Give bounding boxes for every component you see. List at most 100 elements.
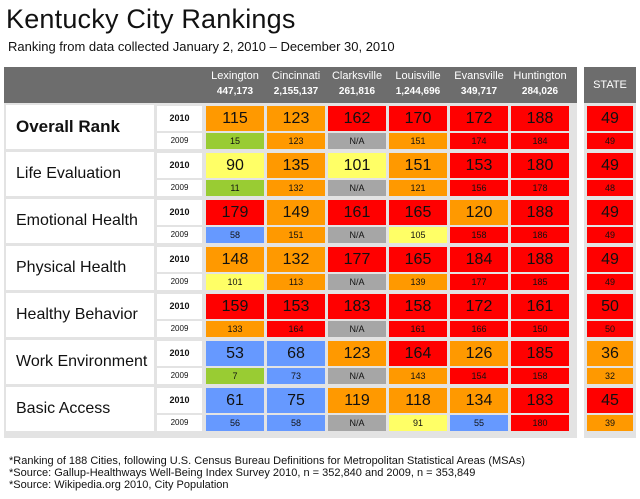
state-rank-2009: 32 (587, 368, 633, 384)
city-name: Huntington (513, 70, 567, 82)
rank-cell-2010: 120 (450, 200, 508, 225)
rank-cell-2010: 151 (389, 153, 447, 178)
rank-cell-2010: 148 (206, 247, 264, 272)
rank-cell-2010: 153 (450, 153, 508, 178)
footnote-source-population: *Source: Wikipedia.org 2010, City Popula… (9, 479, 229, 491)
category-label-emotional-health: Emotional Health (6, 199, 154, 243)
rank-cell-2010: 183 (511, 388, 569, 413)
rank-cell-2010: 161 (328, 200, 386, 225)
rank-cell-2009: 73 (267, 368, 325, 384)
page-title: Kentucky City Rankings (6, 4, 296, 34)
rank-cell-2009: 58 (267, 415, 325, 431)
year-label-previous: 2009 (157, 321, 202, 337)
state-rank-2009: 49 (587, 274, 633, 290)
rank-cell-2009: 143 (389, 368, 447, 384)
rank-cell-2010: 179 (206, 200, 264, 225)
state-rank-2009: 48 (587, 180, 633, 196)
rank-cell-2010: 53 (206, 341, 264, 366)
year-label-previous: 2009 (157, 368, 202, 384)
rank-cell-2009: 7 (206, 368, 264, 384)
rank-cell-2009: 139 (389, 274, 447, 290)
footnote-ranking: *Ranking of 188 Cities, following U.S. C… (9, 455, 526, 467)
rank-cell-2009: 56 (206, 415, 264, 431)
rank-cell-2010: 149 (267, 200, 325, 225)
rank-cell-2009: 161 (389, 321, 447, 337)
rank-cell-2009: 151 (389, 133, 447, 149)
rank-cell-2009: 91 (389, 415, 447, 431)
city-population: 284,026 (521, 86, 559, 97)
city-name: Lexington (211, 70, 259, 82)
rank-cell-2010: 159 (206, 294, 264, 319)
rank-cell-2009: 180 (511, 415, 569, 431)
rank-cell-2009: 113 (267, 274, 325, 290)
rank-cell-2010: 161 (511, 294, 569, 319)
rank-cell-2010: 170 (389, 106, 447, 131)
city-population: 447,173 (216, 86, 254, 97)
rank-cell-2009: 121 (389, 180, 447, 196)
rank-cell-2009: 158 (450, 227, 508, 243)
state-rank-2009: 39 (587, 415, 633, 431)
city-population: 349,717 (460, 86, 498, 97)
rank-cell-2010: 115 (206, 106, 264, 131)
rank-cell-2009: 178 (511, 180, 569, 196)
rank-cell-2010: 153 (267, 294, 325, 319)
rank-cell-2010: 119 (328, 388, 386, 413)
rank-cell-2009: N/A (328, 133, 386, 149)
state-column-header: STATE (593, 79, 627, 91)
rank-cell-2009: N/A (328, 321, 386, 337)
rank-cell-2009: 55 (450, 415, 508, 431)
rank-cell-2009: 101 (206, 274, 264, 290)
rank-cell-2009: N/A (328, 180, 386, 196)
rank-cell-2009: 156 (450, 180, 508, 196)
city-header-huntington: Huntington 284,026 (511, 69, 569, 101)
year-label-previous: 2009 (157, 274, 202, 290)
state-rank-2010: 50 (587, 294, 633, 319)
rank-cell-2010: 177 (328, 247, 386, 272)
rank-cell-2010: 158 (389, 294, 447, 319)
rank-cell-2009: 166 (450, 321, 508, 337)
rank-cell-2010: 188 (511, 200, 569, 225)
state-rank-2009: 49 (587, 227, 633, 243)
rank-cell-2009: 58 (206, 227, 264, 243)
year-label-previous: 2009 (157, 133, 202, 149)
year-label-previous: 2009 (157, 415, 202, 431)
rank-cell-2009: N/A (328, 227, 386, 243)
state-rank-2010: 36 (587, 341, 633, 366)
rank-cell-2010: 123 (267, 106, 325, 131)
rank-cell-2010: 134 (450, 388, 508, 413)
city-name: Cincinnati (271, 70, 321, 82)
city-header-bar (4, 67, 577, 103)
rank-cell-2010: 165 (389, 247, 447, 272)
city-population: 2,155,137 (273, 86, 319, 97)
rank-cell-2010: 68 (267, 341, 325, 366)
year-label-current: 2010 (157, 106, 202, 131)
rank-cell-2010: 165 (389, 200, 447, 225)
year-label-previous: 2009 (157, 227, 202, 243)
category-label-basic-access: Basic Access (6, 387, 154, 431)
rank-cell-2009: N/A (328, 368, 386, 384)
rank-cell-2010: 183 (328, 294, 386, 319)
city-name: Evansville (454, 70, 504, 82)
rank-cell-2010: 118 (389, 388, 447, 413)
city-population: 1,244,696 (395, 86, 441, 97)
rank-cell-2010: 75 (267, 388, 325, 413)
rank-cell-2009: 105 (389, 227, 447, 243)
rank-cell-2009: 154 (450, 368, 508, 384)
rank-cell-2009: 150 (511, 321, 569, 337)
rank-cell-2010: 188 (511, 106, 569, 131)
rank-cell-2010: 61 (206, 388, 264, 413)
category-label-work-environment: Work Environment (6, 340, 154, 384)
rank-cell-2010: 90 (206, 153, 264, 178)
rank-cell-2009: N/A (328, 274, 386, 290)
rank-cell-2009: 174 (450, 133, 508, 149)
state-rank-2009: 49 (587, 133, 633, 149)
category-label-physical-health: Physical Health (6, 246, 154, 290)
rank-cell-2010: 172 (450, 106, 508, 131)
city-header-clarksville: Clarksville 261,816 (328, 69, 386, 101)
state-rank-2010: 49 (587, 106, 633, 131)
state-rank-2010: 49 (587, 153, 633, 178)
category-label-healthy-behavior: Healthy Behavior (6, 293, 154, 337)
rank-cell-2010: 180 (511, 153, 569, 178)
city-header-louisville: Louisville 1,244,696 (389, 69, 447, 101)
year-label-current: 2010 (157, 200, 202, 225)
